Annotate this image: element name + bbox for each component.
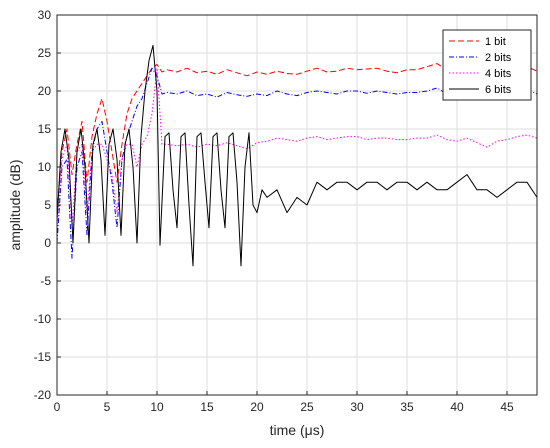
x-tick-label: 35 xyxy=(400,400,414,414)
legend-label: 2 bits xyxy=(485,52,512,64)
x-tick-label: 40 xyxy=(450,400,464,414)
x-tick-label: 0 xyxy=(54,400,61,414)
y-tick-label: -20 xyxy=(34,388,52,402)
tick-labels: 0 5 10 15 20 25 30 35 40 45 -20 -15 -10 -5 0 5 10 15 20 25 3… xyxy=(34,8,514,414)
y-tick-label: 20 xyxy=(38,84,52,98)
x-tick-label: 20 xyxy=(250,400,264,414)
series-layer xyxy=(56,44,538,267)
y-tick-label: 10 xyxy=(38,160,52,174)
x-tick-label: 10 xyxy=(150,400,164,414)
y-tick-label: 5 xyxy=(44,198,51,212)
x-tick-label: 30 xyxy=(350,400,364,414)
y-tick-label: -15 xyxy=(34,350,52,364)
x-tick-label: 15 xyxy=(200,400,214,414)
x-axis-label: time (μs) xyxy=(270,422,325,438)
x-tick-label: 45 xyxy=(500,400,514,414)
y-axis-label: amplitude (dB) xyxy=(7,159,23,250)
legend-label: 1 bit xyxy=(485,36,506,48)
series-line-4 xyxy=(56,44,538,267)
y-tick-label: 25 xyxy=(38,46,52,60)
legend-label: 6 bits xyxy=(485,84,512,96)
series-line-3 xyxy=(56,67,538,229)
x-tick-label: 5 xyxy=(104,400,111,414)
y-tick-label: 15 xyxy=(38,122,52,136)
legend-box xyxy=(442,29,532,101)
y-tick-label: -5 xyxy=(40,274,51,288)
series-line-1 xyxy=(56,63,538,213)
x-tick-label: 25 xyxy=(300,400,314,414)
series-line-2 xyxy=(56,67,538,259)
y-tick-label: 30 xyxy=(38,8,52,22)
y-tick-label: 0 xyxy=(44,236,51,250)
y-tick-label: -10 xyxy=(34,312,52,326)
legend-label: 4 bits xyxy=(485,68,512,80)
legend: 1 bit 2 bits 4 bits 6 bits xyxy=(442,29,532,101)
